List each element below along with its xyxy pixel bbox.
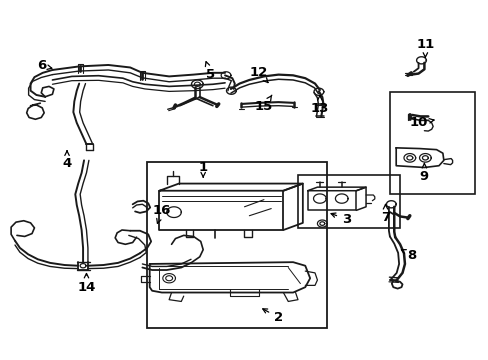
Text: 3: 3	[330, 213, 350, 226]
Text: 14: 14	[77, 274, 96, 294]
Text: 8: 8	[401, 248, 416, 261]
Bar	[147, 162, 326, 328]
Text: 13: 13	[310, 96, 328, 115]
Text: 16: 16	[152, 204, 171, 223]
Text: 1: 1	[198, 161, 207, 177]
Text: 12: 12	[249, 66, 267, 82]
Text: 4: 4	[62, 151, 72, 170]
Text: 10: 10	[408, 116, 433, 129]
Text: 15: 15	[254, 95, 272, 113]
Text: 7: 7	[380, 204, 389, 224]
Text: 5: 5	[205, 62, 215, 81]
Bar	[297, 175, 399, 228]
Bar	[389, 92, 474, 194]
Text: 9: 9	[419, 163, 428, 183]
Text: 6: 6	[37, 59, 52, 72]
Text: 2: 2	[262, 309, 283, 324]
Text: 11: 11	[415, 38, 434, 57]
